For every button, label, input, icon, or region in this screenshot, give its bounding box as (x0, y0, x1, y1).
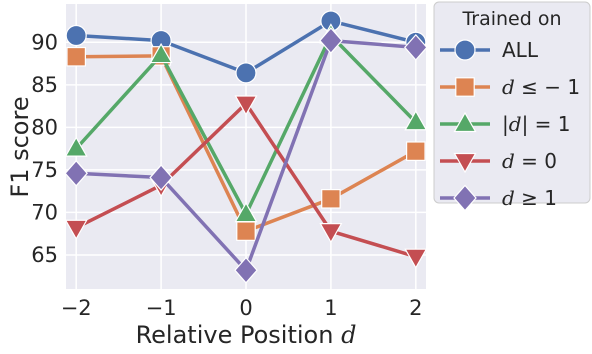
y-tick-labels: 65 70 75 80 85 90 (31, 30, 58, 267)
x-tick-label: 1 (324, 296, 337, 320)
y-tick-label: 90 (31, 30, 58, 54)
x-axis-label: Relative Position d (136, 321, 357, 349)
x-tick-label: −2 (61, 296, 92, 320)
data-point-pos (149, 164, 173, 191)
legend-marker-all (454, 39, 476, 61)
legend-marker-abs1 (453, 111, 477, 133)
legend-label-zero: d = 0 (502, 149, 557, 173)
x-tick-label: 0 (239, 296, 252, 320)
legend-marker-zero (453, 152, 477, 174)
x-tick-label: −1 (146, 296, 177, 320)
legend-item-neg: d ≤ − 1 (440, 75, 580, 99)
data-point-pos (64, 159, 88, 187)
data-point-all (235, 62, 257, 84)
data-point-neg (236, 221, 256, 241)
data-point-all (65, 24, 87, 47)
data-point-zero (319, 223, 343, 244)
y-axis-label: F1 score (6, 96, 34, 197)
legend-items: ALL d ≤ − 1 |d| = 1 d = 0 d ≥ 1 (440, 38, 580, 212)
y-tick-label: 65 (31, 243, 58, 267)
y-tick-label: 75 (31, 158, 58, 182)
x-axis-label-text: Relative Position (136, 321, 334, 349)
y-tick-label: 80 (31, 115, 58, 139)
data-point-pos (319, 27, 343, 54)
legend-label-all: ALL (502, 38, 539, 62)
x-tick-labels: −2 −1 0 1 2 (61, 296, 423, 320)
data-point-pos (234, 256, 258, 284)
legend-label-pos: d ≥ 1 (502, 186, 557, 210)
data-point-zero (234, 95, 258, 116)
data-point-neg (321, 189, 341, 209)
series-pos (64, 27, 428, 284)
data-point-abs1 (64, 136, 88, 157)
legend-item-all: ALL (440, 38, 539, 62)
data-point-abs1 (404, 110, 428, 131)
series-neg (66, 46, 426, 241)
data-point-zero (404, 248, 428, 269)
legend-item-abs1: |d| = 1 (440, 111, 571, 136)
data-point-abs1 (149, 42, 173, 64)
data-point-neg (406, 141, 426, 161)
x-axis-label-variable: d (341, 321, 356, 349)
x-tick-label: 2 (409, 296, 422, 320)
y-tick-label: 85 (31, 73, 58, 97)
data-point-abs1 (234, 201, 258, 223)
legend-marker-pos (453, 184, 477, 212)
y-tick-label: 70 (31, 200, 58, 224)
legend-title: Trained on (461, 8, 561, 30)
series-layer (64, 10, 428, 284)
legend: Trained on ALL d ≤ − 1 |d| = 1 d = 0 d ≥ 1 (433, 1, 591, 212)
data-point-pos (404, 33, 428, 61)
legend-item-zero: d = 0 (440, 149, 557, 174)
legend-label-abs1: |d| = 1 (502, 112, 571, 136)
legend-marker-neg (455, 77, 475, 97)
legend-label-neg: d ≤ − 1 (502, 75, 580, 99)
data-point-neg (66, 46, 86, 67)
legend-item-pos: d ≥ 1 (440, 184, 557, 212)
series-all (65, 10, 427, 84)
data-point-zero (64, 219, 88, 240)
